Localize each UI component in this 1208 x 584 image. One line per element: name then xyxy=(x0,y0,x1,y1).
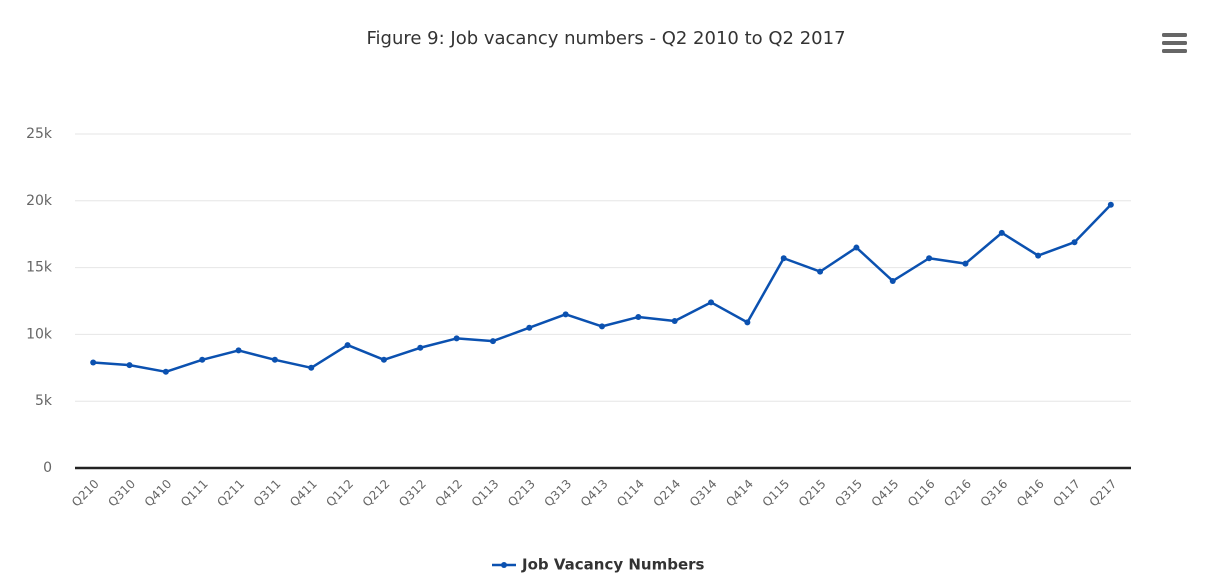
x-tick-label: Q316 xyxy=(978,477,1011,510)
data-point xyxy=(599,323,605,330)
data-point xyxy=(1071,239,1078,246)
y-tick-label: 25k xyxy=(26,126,53,142)
data-point xyxy=(817,268,824,275)
data-point xyxy=(671,318,678,325)
x-tick-label: Q314 xyxy=(687,477,720,510)
x-tick-label: Q311 xyxy=(251,477,284,510)
legend-symbol-dot xyxy=(501,562,507,568)
x-tick-label: Q315 xyxy=(832,477,865,510)
y-tick-label: 5k xyxy=(35,393,53,409)
y-tick-label: 20k xyxy=(26,193,53,209)
data-point xyxy=(562,311,569,318)
x-tick-label: Q217 xyxy=(1087,477,1120,510)
y-tick-label: 0 xyxy=(43,460,52,476)
data-point xyxy=(380,356,387,363)
x-tick-label: Q415 xyxy=(869,477,902,510)
data-point xyxy=(235,347,242,354)
data-point xyxy=(1035,252,1042,259)
menu-bar xyxy=(1162,33,1187,37)
x-tick-label: Q210 xyxy=(69,477,102,510)
x-tick-label: Q211 xyxy=(214,477,247,510)
x-tick-label: Q310 xyxy=(105,477,138,510)
x-tick-label: Q215 xyxy=(796,477,829,510)
menu-button[interactable] xyxy=(1162,33,1187,53)
data-point xyxy=(998,229,1005,236)
x-tick-label: Q416 xyxy=(1014,477,1047,510)
data-point xyxy=(708,299,715,306)
y-tick-label: 15k xyxy=(26,260,53,276)
x-tick-label: Q115 xyxy=(760,477,793,510)
data-point xyxy=(889,277,896,284)
x-tick-label: Q213 xyxy=(505,477,538,510)
x-tick-label: Q313 xyxy=(541,477,574,510)
x-tick-label: Q112 xyxy=(323,477,356,510)
data-point xyxy=(926,255,933,262)
x-tick-label: Q312 xyxy=(396,477,429,510)
y-tick-label: 10k xyxy=(26,326,53,342)
x-tick-label: Q212 xyxy=(360,477,393,510)
data-point xyxy=(780,255,787,262)
x-tick-label: Q411 xyxy=(287,477,320,510)
x-tick-label: Q111 xyxy=(178,477,211,510)
data-point xyxy=(308,364,315,371)
x-tick-label: Q214 xyxy=(651,477,684,510)
data-point xyxy=(417,344,424,351)
data-point xyxy=(271,356,278,363)
x-tick-label: Q413 xyxy=(578,477,611,510)
data-point xyxy=(199,356,206,363)
data-point xyxy=(126,362,133,369)
data-point xyxy=(489,338,496,345)
data-point xyxy=(162,368,169,375)
x-tick-label: Q414 xyxy=(723,477,756,510)
data-point xyxy=(744,319,751,326)
data-point xyxy=(453,335,460,342)
data-point xyxy=(526,324,533,331)
data-point xyxy=(90,359,97,366)
chart-title: Figure 9: Job vacancy numbers - Q2 2010 … xyxy=(366,28,845,49)
data-point xyxy=(635,314,642,321)
legend-label: Job Vacancy Numbers xyxy=(521,556,705,574)
x-tick-label: Q114 xyxy=(614,477,647,510)
data-point xyxy=(853,244,860,251)
data-line xyxy=(93,203,1112,374)
data-point xyxy=(1107,201,1114,208)
x-tick-label: Q216 xyxy=(941,477,974,510)
x-tick-label: Q410 xyxy=(142,477,175,510)
x-tick-label: Q117 xyxy=(1050,477,1083,510)
menu-bar xyxy=(1162,41,1187,45)
x-tick-label: Q116 xyxy=(905,477,938,510)
x-tick-label: Q113 xyxy=(469,477,502,510)
data-point xyxy=(962,260,969,267)
data-point xyxy=(344,342,351,349)
x-tick-label: Q412 xyxy=(432,477,465,510)
menu-bar xyxy=(1162,49,1187,53)
